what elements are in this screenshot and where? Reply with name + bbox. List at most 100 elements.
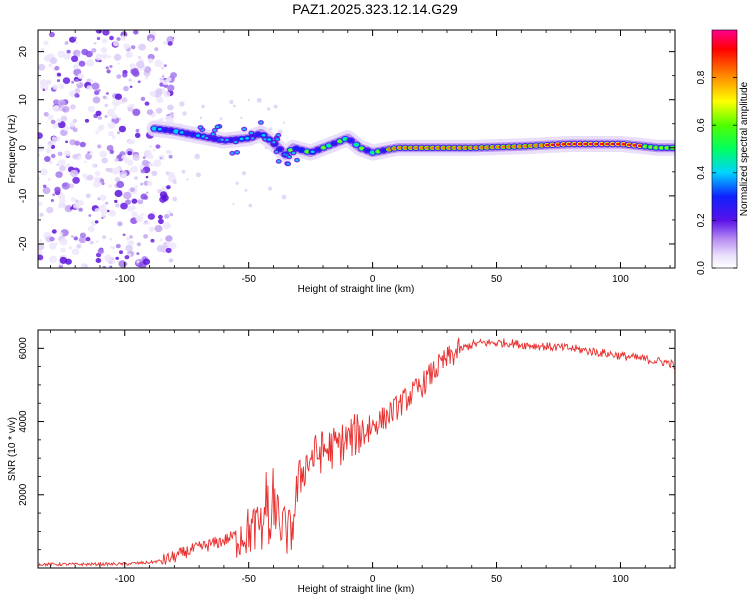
ridge-side-blob-core: [235, 151, 239, 154]
ridge-blob-core: [185, 132, 190, 135]
spectrogram-noise-blob: [71, 80, 75, 84]
spectrogram-noise-blob: [109, 149, 115, 154]
spectrogram-noise-blob: [38, 176, 41, 180]
spectrogram-noise-blob: [64, 204, 73, 213]
spectrogram-noise-blob: [105, 167, 111, 172]
ridge-blob-core: [179, 131, 184, 134]
spectrogram-noise-blob: [109, 237, 113, 241]
ridge-side-blob-core: [291, 151, 296, 155]
ridge-side-blob-core: [287, 155, 291, 158]
spectrogram-noise-blob: [158, 218, 164, 225]
snr-x-tick-label: 100: [612, 574, 629, 585]
spectrogram-noise-blob: [267, 107, 271, 111]
spectrogram-noise-blob: [186, 178, 189, 181]
spectrogram-noise-blob: [123, 43, 130, 50]
spectrogram-noise-blob: [93, 42, 97, 45]
spectrogram-noise-blob: [129, 187, 135, 192]
spectrogram-noise-blob: [167, 41, 173, 46]
spectrogram-noise-blob: [42, 186, 51, 195]
spectrogram-noise-blob: [103, 215, 106, 218]
spectrogram-noise-blob: [60, 115, 68, 122]
ridge-blob-core: [316, 148, 321, 151]
ridge-side-blob-core: [205, 136, 209, 140]
spectrogram-noise-blob: [84, 118, 90, 123]
spectrogram-noise-blob: [39, 168, 48, 176]
spectrogram-y-ticks: -20 -10 0 10 20: [18, 46, 675, 269]
ridge-blob-core: [632, 144, 637, 147]
ridge-blob-core: [397, 146, 402, 150]
spectrogram-noise-blob: [182, 111, 187, 116]
spectrogram-noise-blob: [94, 170, 101, 176]
spectrogram-noise-blob: [98, 89, 101, 92]
spectrogram-noise-blob: [98, 205, 107, 213]
ridge-side-blob-core: [211, 133, 215, 136]
ridge-blob-core: [168, 129, 173, 132]
spectrogram-noise-blob: [42, 184, 47, 188]
spectrogram-noise-blob: [94, 90, 100, 96]
spectrogram-noise-blob: [49, 255, 58, 264]
spectrogram-y-tick-label: 0: [18, 145, 29, 151]
spectrogram-noise-blob: [107, 209, 110, 213]
spectrogram-noise-blob: [47, 114, 54, 121]
spectrogram-noise-blob: [159, 77, 163, 81]
snr-line-group: [38, 337, 675, 567]
spectrogram-noise-blob: [66, 49, 71, 54]
spectrogram-noise-blob: [169, 213, 174, 217]
ridge-blob-core: [523, 144, 528, 148]
ridge-side-blob-core: [216, 125, 220, 128]
ridge-blob-core: [261, 134, 266, 137]
ridge-side-blob-core: [234, 140, 238, 144]
ridge-blob-core: [163, 128, 168, 132]
spectrogram-noise-blob: [46, 79, 52, 85]
ridge-blob-core: [637, 144, 642, 148]
ridge-blob-core: [479, 146, 484, 149]
spectrogram-noise-blob: [165, 247, 172, 254]
spectrogram-noise-blob: [115, 243, 121, 249]
spectrogram-noise-blob: [123, 157, 130, 164]
spectrogram-noise-blob: [162, 79, 169, 86]
spectrogram-noise-blob: [106, 145, 114, 152]
spectrogram-noise-blob: [87, 151, 91, 154]
ridge-blob-core: [457, 146, 462, 150]
spectrogram-noise-blob: [110, 245, 114, 249]
spectrogram-noise-blob: [108, 184, 112, 188]
spectrogram-noise-blob: [148, 162, 153, 167]
colorbar-tick-label: 0.6: [696, 118, 707, 132]
spectrogram-noise-blob: [102, 265, 107, 268]
snr-y-ticks: 2000 4000 6000: [18, 329, 675, 569]
spectrogram-noise-blob: [107, 121, 116, 129]
spectrogram-y-tick-label: 10: [18, 94, 29, 106]
ridge-blob-core: [190, 133, 195, 136]
ridge-side-blob-core: [242, 128, 246, 131]
spectrogram-noise-blob: [161, 194, 169, 202]
ridge-blob-core: [463, 146, 468, 150]
spectrogram-noise-blob: [122, 173, 126, 178]
ridge-blob-core: [556, 143, 560, 146]
spectrogram-noise-blob: [105, 92, 109, 95]
ridge-blob-core: [643, 145, 648, 148]
ridge-side-blob-core: [275, 138, 279, 141]
spectrogram-noise-blob: [69, 207, 73, 210]
spectrogram-noise-blob: [241, 171, 247, 176]
spectrogram-noise-blob: [149, 90, 156, 97]
spectrogram-noise-blob: [94, 165, 98, 168]
ridge-blob-core: [381, 149, 386, 152]
spectrogram-noise-blob: [168, 258, 174, 263]
ridge-blob-core: [441, 146, 446, 150]
spectrogram-noise-blob: [121, 97, 128, 103]
spectrogram-noise-blob: [134, 176, 139, 180]
spectrogram-noise-blob: [95, 240, 99, 244]
spectrogram-noise-blob: [97, 116, 102, 120]
ridge-blob-core: [365, 149, 370, 152]
spectrogram-noise-blob: [167, 84, 175, 92]
spectrogram-noise-blob: [97, 248, 104, 255]
spectrogram-noise-blob: [125, 199, 131, 205]
spectrogram-noise-blob: [43, 111, 49, 117]
spectrogram-noise-blob: [48, 31, 55, 38]
spectrogram-noise-blob: [166, 36, 175, 44]
ridge-blob-core: [501, 145, 506, 149]
spectrogram-noise-blob: [59, 232, 64, 236]
spectrogram-noise-blob: [135, 215, 144, 223]
spectrogram-noise-blob: [123, 86, 129, 92]
